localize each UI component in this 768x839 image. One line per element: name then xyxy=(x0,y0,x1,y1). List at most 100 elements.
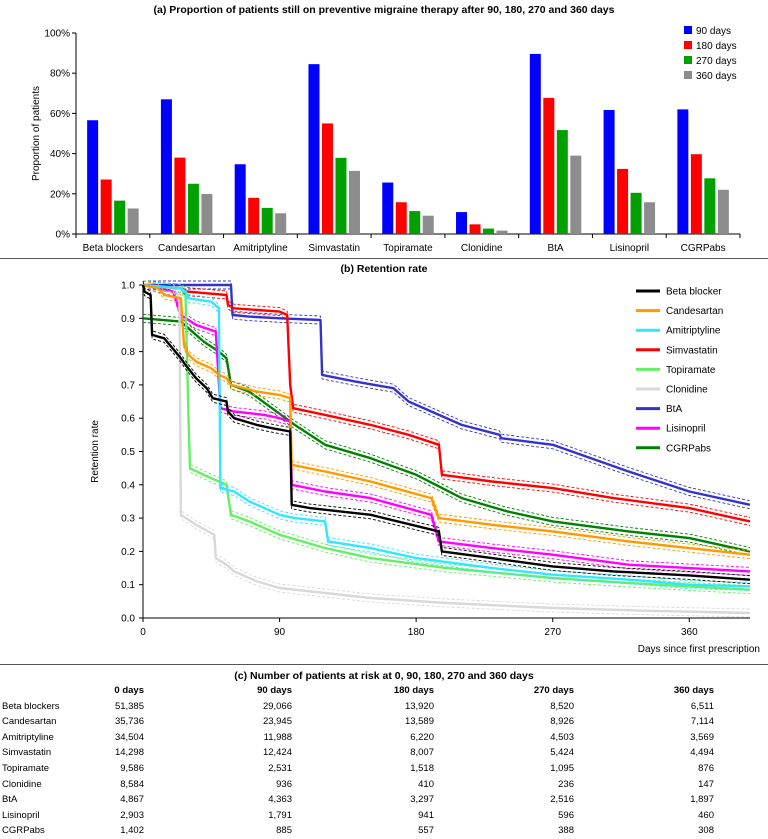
risk-cell: 1,791 xyxy=(268,809,292,821)
y-tick-label: 0.9 xyxy=(121,314,135,325)
bar xyxy=(395,202,407,234)
x-tick-label: 0 xyxy=(140,627,146,638)
risk-cell: 941 xyxy=(418,809,434,821)
bar xyxy=(234,164,246,234)
x-tick-label: Simvastatin xyxy=(308,243,360,254)
series-line xyxy=(141,284,751,581)
risk-cell: 4,363 xyxy=(268,794,292,806)
x-tick-label: Candesartan xyxy=(158,243,215,254)
series-line xyxy=(142,283,751,615)
y-axis-label: Proportion of patients xyxy=(31,86,42,181)
bar xyxy=(409,211,421,234)
bar xyxy=(704,178,716,234)
bar xyxy=(556,130,568,234)
risk-table-row: CGRPabs 1,402 885 557 388 308 xyxy=(2,823,714,839)
ci-lower-line xyxy=(142,288,751,576)
risk-row-label: CGRPabs xyxy=(2,825,45,837)
risk-table: 0 days 90 days 180 days 270 days 360 day… xyxy=(2,683,714,839)
risk-row-label: Amitriptyline xyxy=(2,731,54,743)
bar xyxy=(114,200,126,234)
bar xyxy=(717,189,729,234)
x-tick-label: Beta blockers xyxy=(83,243,144,254)
risk-cell: 7,114 xyxy=(690,716,714,728)
risk-col-header: 180 days xyxy=(393,685,434,696)
ci-lower-line xyxy=(142,288,751,591)
risk-cell: 29,066 xyxy=(262,700,292,712)
bar xyxy=(335,157,347,234)
risk-cell: 308 xyxy=(698,825,714,837)
bar xyxy=(127,208,139,234)
risk-row-label: Topiramate xyxy=(2,762,49,774)
bar xyxy=(174,157,186,234)
bar xyxy=(456,212,468,234)
risk-cell: 1,897 xyxy=(690,794,714,806)
bar xyxy=(630,192,642,234)
risk-table-header-row: 0 days 90 days 180 days 270 days 360 day… xyxy=(2,683,714,699)
y-tick-label: 0.8 xyxy=(121,347,135,358)
risk-cell: 1,402 xyxy=(120,825,144,837)
risk-cell: 4,867 xyxy=(120,794,144,806)
legend-label: 90 days xyxy=(696,26,731,37)
risk-cell: 11,988 xyxy=(263,731,292,743)
risk-cell: 3,297 xyxy=(410,794,434,806)
bar xyxy=(275,213,287,234)
y-tick-label: 40% xyxy=(50,149,70,160)
panel-bar-chart: (a) Proportion of patients still on prev… xyxy=(0,0,768,258)
bar xyxy=(100,179,112,234)
risk-cell: 14,298 xyxy=(114,747,144,759)
y-tick-label: 0.4 xyxy=(121,480,135,491)
legend-label: 180 days xyxy=(696,41,737,52)
bar xyxy=(570,155,582,234)
legend-label: Simvastatin xyxy=(666,345,718,356)
risk-table-row: Beta blockers 51,385 29,066 13,920 8,520 6,51… xyxy=(2,699,714,715)
x-tick-label: Topiramate xyxy=(383,243,433,254)
y-tick-label: 0.0 xyxy=(121,614,135,625)
bar xyxy=(187,183,199,234)
risk-cell: 236 xyxy=(558,778,574,790)
bar xyxy=(496,230,508,234)
risk-cell: 4,503 xyxy=(550,731,574,743)
risk-table-row: Clonidine 8,584 936 410 236 147 xyxy=(2,777,714,793)
x-tick-label: Lisinopril xyxy=(610,243,649,254)
risk-table-row: Lisinopril 2,903 1,791 941 596 460 xyxy=(2,808,714,824)
x-tick-label: Amitriptyline xyxy=(233,243,288,254)
x-axis-label: Days since first prescription xyxy=(638,644,760,655)
bar xyxy=(261,207,273,234)
y-tick-label: 0.7 xyxy=(121,380,135,391)
risk-cell: 147 xyxy=(698,778,714,790)
risk-cell: 1,518 xyxy=(410,762,434,774)
ci-upper-line xyxy=(142,280,751,568)
y-tick-label: 20% xyxy=(50,189,70,200)
bar xyxy=(87,120,99,234)
x-tick-label: BtA xyxy=(547,243,563,254)
series-line xyxy=(142,283,751,556)
risk-cell: 34,504 xyxy=(114,731,144,743)
y-tick-label: 0.6 xyxy=(121,414,135,425)
risk-table-row: Candesartan 35,736 23,945 13,589 8,926 7,114 xyxy=(2,714,714,730)
bar xyxy=(469,224,481,234)
bar xyxy=(422,215,434,234)
legend-label: 270 days xyxy=(696,56,737,67)
bar xyxy=(308,64,320,234)
risk-row-label: BtA xyxy=(2,794,18,806)
panel-retention-chart: (b) Retention rate 0.0 0.1 0.2 0.3 0.4 0.5 0.6… xyxy=(0,258,768,665)
y-axis-label: Retention rate xyxy=(90,420,101,483)
risk-cell: 23,945 xyxy=(262,716,292,728)
risk-cell: 6,511 xyxy=(690,700,714,712)
risk-table-row: BtA 4,867 4,363 3,297 2,516 1,897 xyxy=(2,792,714,808)
risk-cell: 2,531 xyxy=(268,762,292,774)
y-tick-label: 0.3 xyxy=(121,514,135,525)
risk-cell: 936 xyxy=(276,778,292,790)
legend-label: Clonidine xyxy=(666,385,708,396)
y-tick-label: 0% xyxy=(56,230,71,241)
risk-table-corner xyxy=(2,683,102,699)
risk-cell: 13,920 xyxy=(404,700,434,712)
risk-row-label: Candesartan xyxy=(2,716,57,728)
bar-chart-title: (a) Proportion of patients still on prev… xyxy=(153,4,615,16)
series-line xyxy=(142,283,751,523)
panel-risk-table: (c) Number of patients at risk at 0, 90,… xyxy=(0,664,768,836)
risk-col-header: 90 days xyxy=(257,685,292,696)
y-tick-label: 80% xyxy=(50,69,70,80)
series-line xyxy=(142,317,751,553)
legend-label: Amitriptyline xyxy=(666,326,721,337)
